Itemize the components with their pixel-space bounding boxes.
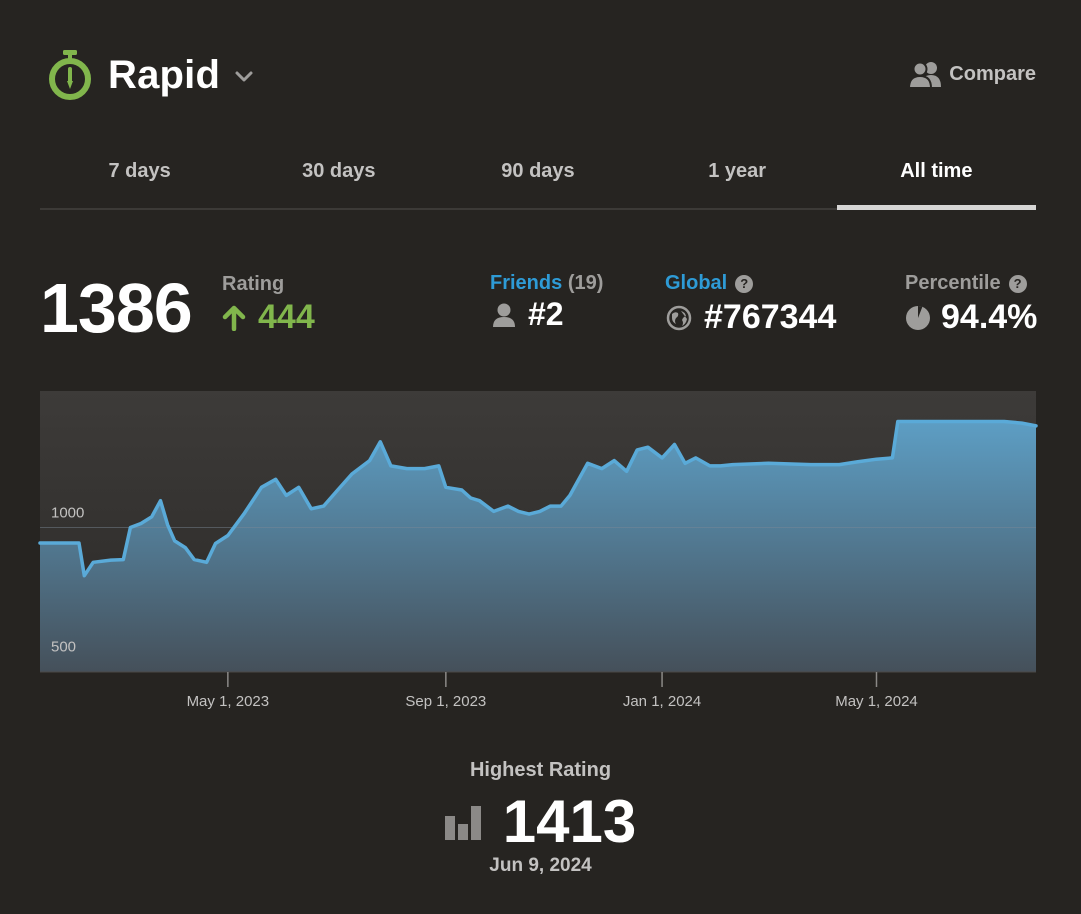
tab-90-days[interactable]: 90 days — [501, 160, 575, 182]
page-title: Rapid — [108, 52, 221, 97]
compare-button[interactable]: Compare — [909, 60, 1036, 88]
percentile-label: Percentile ? — [905, 272, 1027, 295]
tab-30-days[interactable]: 30 days — [302, 160, 376, 182]
rating-change-value: 444 — [258, 298, 315, 336]
tab-1-year[interactable]: 1 year — [708, 160, 767, 182]
rating-chart: 1000 500 May 1, 2023 Sep 1, 2023 Jan 1, 202… — [38, 391, 1038, 710]
highest-rating-value: 1413 — [502, 788, 637, 855]
time-range-tabs: 7 days 30 days 90 days 1 year All time — [40, 150, 1037, 210]
percentile-value: 94.4% — [941, 298, 1038, 336]
rating-label: Rating — [222, 273, 285, 295]
stopwatch-icon — [49, 50, 91, 100]
x-tick-label: Jan 1, 2024 — [623, 693, 701, 710]
x-tick-label: May 1, 2024 — [835, 693, 918, 710]
current-rating: 1386 — [40, 269, 193, 347]
highest-rating-date: Jun 9, 2024 — [489, 855, 592, 876]
globe-icon — [666, 305, 692, 330]
global-label: Global ? — [665, 272, 754, 295]
friends-icon — [909, 61, 942, 88]
arrow-up-icon — [222, 305, 246, 331]
highest-rating: 1413 — [0, 790, 1081, 854]
friends-rank: #2 — [492, 296, 564, 333]
percentile: 94.4% — [905, 298, 1037, 337]
y-tick-label: 500 — [51, 638, 76, 655]
help-icon[interactable]: ? — [1008, 274, 1027, 293]
user-icon — [493, 303, 515, 327]
x-tick-label: Sep 1, 2023 — [405, 693, 486, 710]
friends-rank-value: #2 — [528, 296, 564, 332]
compare-label: Compare — [949, 62, 1036, 85]
global-rank-value: #767344 — [704, 298, 837, 336]
global-link[interactable]: Global — [665, 272, 728, 294]
highest-rating-label: Highest Rating — [469, 759, 612, 781]
tab-7-days[interactable]: 7 days — [108, 160, 171, 182]
percentile-label-text: Percentile — [905, 272, 1001, 294]
bar-chart-icon — [444, 806, 481, 840]
friends-count: (19) — [567, 272, 604, 294]
chart-type-selector[interactable]: Rapid — [48, 47, 254, 103]
rating-line — [38, 419, 1038, 578]
tab-all-time[interactable]: All time — [836, 150, 1037, 210]
friends-label: Friends (19) — [490, 272, 603, 295]
friends-link[interactable]: Friends — [490, 272, 563, 294]
x-tick-label: May 1, 2023 — [187, 693, 270, 710]
chevron-down-icon[interactable] — [234, 70, 254, 84]
global-rank: #767344 — [666, 298, 836, 337]
rating-area — [40, 421, 1036, 672]
rating-change: 444 — [222, 298, 315, 337]
help-icon[interactable]: ? — [735, 274, 754, 293]
y-tick-label: 1000 — [51, 504, 84, 521]
pie-icon — [906, 305, 930, 330]
